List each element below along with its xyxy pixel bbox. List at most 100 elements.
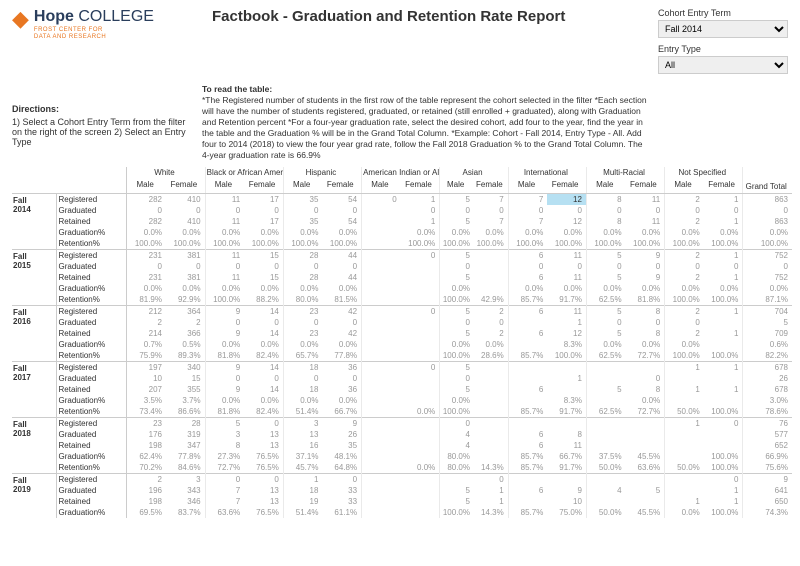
- data-cell: 1: [704, 496, 743, 507]
- metric-label: Retained: [56, 328, 127, 339]
- data-cell: 0.0%: [322, 395, 361, 406]
- data-cell: 0: [440, 205, 474, 216]
- data-cell: 14: [244, 362, 283, 374]
- data-cell: 0.0%: [626, 227, 665, 238]
- data-cell: 0.0%: [244, 227, 283, 238]
- data-cell: 11: [626, 216, 665, 227]
- data-cell: [508, 339, 547, 350]
- data-cell: 100.0%: [440, 507, 474, 518]
- data-cell: 0.0%: [283, 227, 322, 238]
- data-cell: 0.0%: [626, 339, 665, 350]
- data-cell: 100.0%: [626, 238, 665, 250]
- data-cell: 37.1%: [283, 451, 322, 462]
- data-cell: 62.4%: [127, 451, 166, 462]
- data-cell: [586, 429, 625, 440]
- data-cell: 35: [283, 194, 322, 206]
- data-cell: 0: [626, 261, 665, 272]
- data-cell: 11: [205, 250, 244, 262]
- data-cell: 81.8%: [205, 350, 244, 362]
- data-cell: 381: [166, 250, 205, 262]
- data-cell: 23: [283, 306, 322, 318]
- metric-label: Graduation%: [56, 451, 127, 462]
- data-cell: 15: [244, 272, 283, 283]
- data-cell: 11: [205, 194, 244, 206]
- data-cell: [362, 250, 401, 262]
- data-cell: 1: [474, 485, 508, 496]
- data-cell: 18: [283, 384, 322, 395]
- metric-label: Retained: [56, 384, 127, 395]
- data-cell: 0.5%: [166, 339, 205, 350]
- data-cell: [362, 429, 401, 440]
- data-cell: 17: [244, 216, 283, 227]
- data-cell: [586, 496, 625, 507]
- data-cell: 80.0%: [283, 294, 322, 306]
- data-cell: 0.0%: [547, 283, 586, 294]
- data-cell: 0.0%: [547, 227, 586, 238]
- data-cell: 92.9%: [166, 294, 205, 306]
- data-cell: 12: [547, 194, 586, 206]
- data-cell: 45.5%: [626, 507, 665, 518]
- data-cell: [665, 373, 704, 384]
- data-cell: 0: [586, 205, 625, 216]
- metric-label: Registered: [56, 194, 127, 206]
- data-cell: 0.0%: [127, 227, 166, 238]
- year-label: Fall2017: [12, 362, 56, 418]
- data-cell: 2: [665, 250, 704, 262]
- data-cell: 7: [205, 485, 244, 496]
- data-cell: 0: [665, 261, 704, 272]
- data-cell: [401, 384, 440, 395]
- directions-body: 1) Select a Cohort Entry Term from the f…: [12, 117, 192, 147]
- data-cell: 85.7%: [508, 350, 547, 362]
- data-cell: 42.9%: [474, 294, 508, 306]
- data-cell: 18: [283, 485, 322, 496]
- data-cell: 0.0%: [322, 339, 361, 350]
- data-cell: 54: [322, 216, 361, 227]
- data-cell: 70.2%: [127, 462, 166, 474]
- data-cell: 0: [244, 418, 283, 430]
- data-cell: 5: [440, 384, 474, 395]
- data-cell: 85.7%: [508, 294, 547, 306]
- data-cell: 13: [244, 440, 283, 451]
- data-cell: 207: [127, 384, 166, 395]
- data-cell: 0.0%: [166, 283, 205, 294]
- data-cell: [362, 283, 401, 294]
- data-cell: 100.0%: [704, 451, 743, 462]
- data-cell: [401, 339, 440, 350]
- data-cell: 863: [743, 194, 792, 206]
- data-cell: 0: [626, 205, 665, 216]
- data-cell: 0.0%: [283, 395, 322, 406]
- data-cell: 7: [474, 216, 508, 227]
- data-cell: 0: [704, 261, 743, 272]
- data-cell: 100.0%: [704, 350, 743, 362]
- data-cell: 1: [665, 384, 704, 395]
- data-cell: [362, 395, 401, 406]
- data-cell: 7: [508, 194, 547, 206]
- data-cell: 0: [440, 373, 474, 384]
- data-cell: 100.0%: [127, 238, 166, 250]
- data-cell: 410: [166, 194, 205, 206]
- data-cell: 35: [283, 216, 322, 227]
- data-cell: 0: [626, 317, 665, 328]
- data-cell: 62.5%: [586, 406, 625, 418]
- data-cell: 64.8%: [322, 462, 361, 474]
- data-cell: 54: [322, 194, 361, 206]
- data-cell: 9: [205, 328, 244, 339]
- data-cell: [665, 429, 704, 440]
- entry-filter-select[interactable]: All: [658, 56, 788, 74]
- data-cell: 83.7%: [166, 507, 205, 518]
- data-cell: 85.7%: [508, 451, 547, 462]
- data-cell: 0.0%: [401, 406, 440, 418]
- data-cell: [474, 261, 508, 272]
- data-cell: 100.0%: [547, 350, 586, 362]
- data-cell: [626, 429, 665, 440]
- data-cell: 100.0%: [440, 238, 474, 250]
- data-cell: 81.5%: [322, 294, 361, 306]
- data-cell: 0.0%: [205, 283, 244, 294]
- metric-label: Retained: [56, 496, 127, 507]
- data-cell: 5: [626, 485, 665, 496]
- data-cell: 51.4%: [283, 507, 322, 518]
- data-cell: 0: [205, 317, 244, 328]
- data-cell: 1: [547, 317, 586, 328]
- data-cell: 1: [283, 474, 322, 486]
- cohort-filter-select[interactable]: Fall 2014: [658, 20, 788, 38]
